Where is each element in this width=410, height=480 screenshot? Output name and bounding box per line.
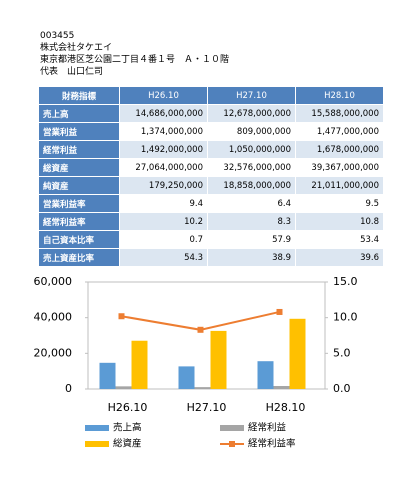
y-tick-label: 20,000 — [34, 346, 73, 359]
company: 株式会社タケエイ — [40, 43, 113, 53]
table-cell: 1,050,000,000 — [207, 140, 296, 159]
x-tick-label: H28.10 — [266, 401, 306, 414]
table-cell: 自己資本比率 — [38, 230, 120, 249]
marker — [197, 326, 204, 333]
legend-label: 売上高 — [113, 422, 142, 434]
table-cell: 営業利益率 — [38, 194, 120, 213]
table-cell: 10.8 — [295, 212, 384, 231]
table-cell: 38.9 — [207, 248, 296, 267]
table-cell: 39,367,000,000 — [295, 158, 384, 177]
representative: 代表 山口仁司 — [40, 67, 104, 77]
table-cell: H28.10 — [295, 86, 384, 105]
bar — [210, 330, 227, 389]
table-cell: 1,678,000,000 — [295, 140, 384, 159]
table-cell: 9.4 — [119, 194, 208, 213]
table-cell: 18,858,000,000 — [207, 176, 296, 195]
x-tick-label: H26.10 — [108, 401, 148, 414]
table-cell: 15,588,000,000 — [295, 104, 384, 123]
table-cell: 売上資産比率 — [38, 248, 120, 267]
table-cell: 57.9 — [207, 230, 296, 249]
table-cell: 39.6 — [295, 248, 384, 267]
table-cell: 6.4 — [207, 194, 296, 213]
legend-marker — [229, 441, 235, 447]
table-row: 売上高 14,686,000,000 12,678,000,000 15,588,00… — [38, 104, 384, 123]
table-cell: 純資産 — [38, 176, 120, 195]
y2-tick-label: 5.0 — [333, 346, 351, 359]
address: 東京都港区芝公園二丁目４番１号 Ａ・１０階 — [40, 55, 230, 65]
bar — [115, 386, 132, 389]
y2-tick-label: 10.0 — [333, 311, 358, 324]
y-tick-label: 40,000 — [34, 311, 73, 324]
bar — [99, 362, 116, 389]
table-row: 経常利益 1,492,000,000 1,050,000,000 1,678,000,… — [38, 140, 384, 159]
table-cell: 27,064,000,000 — [119, 158, 208, 177]
legend-label: 経常利益率 — [248, 438, 296, 450]
table-cell: 1,492,000,000 — [119, 140, 208, 159]
table-cell: 12,678,000,000 — [207, 104, 296, 123]
table-row: 財務指標 H26.10 H27.10 H28.10 — [38, 86, 384, 105]
bar — [289, 318, 306, 389]
table-row: 営業利益率 9.4 6.4 9.5 — [38, 194, 384, 213]
marker — [276, 308, 283, 315]
table-cell: 10.2 — [119, 212, 208, 231]
table-cell: 14,686,000,000 — [119, 104, 208, 123]
table-cell: 179,250,000 — [119, 176, 208, 195]
table-cell: 0.7 — [119, 230, 208, 249]
bar — [194, 387, 211, 389]
table-row: 自己資本比率 0.7 57.9 53.4 — [38, 230, 384, 249]
y2-tick-label: 0.0 — [333, 382, 351, 395]
table-cell: 経常利益 — [38, 140, 120, 159]
y2-tick-label: 15.0 — [333, 275, 358, 288]
y-tick-label: 60,000 — [34, 275, 73, 288]
chart: 0 20,000 40,000 60,000 0.0 5.0 10.0 15.0 H26.10 H… — [34, 275, 358, 450]
table-cell: H27.10 — [207, 86, 296, 105]
table-cell: 32,576,000,000 — [207, 158, 296, 177]
code: 003455 — [40, 31, 75, 41]
table-cell: 21,011,000,000 — [295, 176, 384, 195]
table-cell: 経常利益率 — [38, 212, 120, 231]
table-row: 営業利益 1,374,000,000 809,000,000 1,477,000,00… — [38, 122, 384, 141]
bar — [178, 366, 195, 389]
table-row: 純資産 179,250,000 18,858,000,000 21,011,000,0… — [38, 176, 384, 195]
legend-swatch — [85, 441, 109, 447]
legend-swatch — [85, 425, 109, 431]
table-cell: 1,374,000,000 — [119, 122, 208, 141]
table-cell: 54.3 — [119, 248, 208, 267]
legend-label: 総資産 — [113, 438, 142, 450]
x-tick-label: H27.10 — [187, 401, 227, 414]
financial-table: 財務指標 H26.10 H27.10 H28.10 売上高 14,686,000,000 1… — [38, 86, 384, 267]
table-cell: 809,000,000 — [207, 122, 296, 141]
table-cell: H26.10 — [119, 86, 208, 105]
table-cell: 売上高 — [38, 104, 120, 123]
y-tick-label: 0 — [65, 382, 72, 395]
table-cell: 総資産 — [38, 158, 120, 177]
bar — [257, 361, 274, 389]
legend-label: 経常利益 — [248, 422, 287, 434]
table-cell: 8.3 — [207, 212, 296, 231]
table-row: 経常利益率 10.2 8.3 10.8 — [38, 212, 384, 231]
table-cell: 9.5 — [295, 194, 384, 213]
legend-swatch — [220, 425, 244, 431]
table-cell: 営業利益 — [38, 122, 120, 141]
bar — [273, 386, 290, 389]
table-cell: 財務指標 — [38, 86, 120, 105]
plot-area — [87, 281, 326, 390]
header: 003455 株式会社タケエイ 東京都港区芝公園二丁目４番１号 Ａ・１０階 代表… — [40, 30, 229, 78]
table-row: 総資産 27,064,000,000 32,576,000,000 39,367,00… — [38, 158, 384, 177]
table-cell: 1,477,000,000 — [295, 122, 384, 141]
table-row: 売上資産比率 54.3 38.9 39.6 — [38, 248, 384, 267]
bar — [131, 340, 148, 389]
table-cell: 53.4 — [295, 230, 384, 249]
marker — [118, 313, 125, 320]
